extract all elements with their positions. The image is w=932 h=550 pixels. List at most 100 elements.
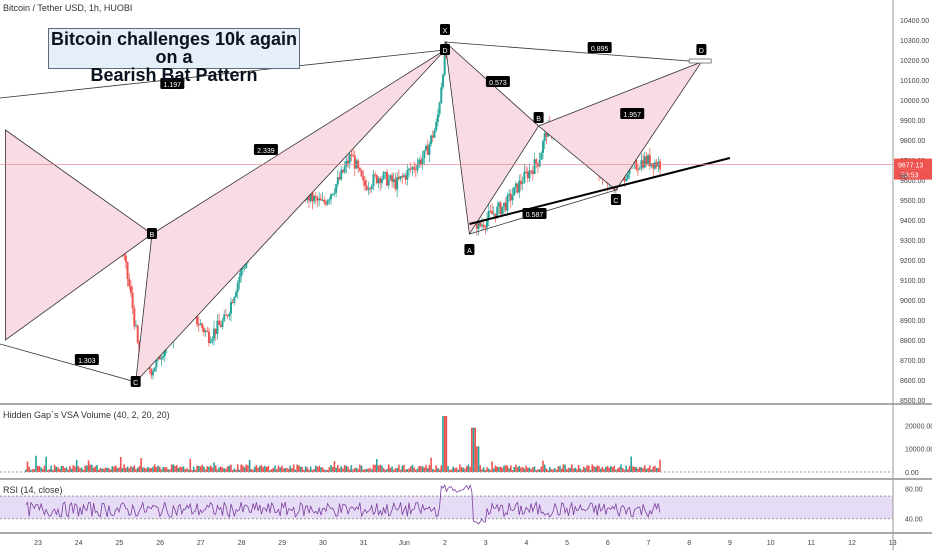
- candle-body: [341, 169, 344, 173]
- candle-body: [321, 199, 324, 201]
- volume-bar: [571, 464, 573, 472]
- volume-bar: [433, 469, 436, 472]
- volume-bar: [41, 469, 44, 472]
- volume-bar: [470, 427, 473, 472]
- support-trend-line: [469, 157, 731, 225]
- ratio-badge: [522, 208, 547, 219]
- volume-bar: [211, 467, 214, 472]
- volume-bar: [462, 467, 465, 472]
- volume-bar: [48, 469, 51, 472]
- candle-body: [382, 172, 385, 180]
- volume-bar: [364, 469, 366, 472]
- candle-body: [245, 261, 248, 268]
- candle-body: [487, 210, 490, 219]
- candle-body: [201, 323, 204, 328]
- volume-bar: [543, 464, 546, 472]
- volume-bar: [347, 466, 349, 472]
- volume-bar: [387, 464, 390, 472]
- volume-bar: [69, 465, 71, 472]
- volume-bar: [606, 465, 609, 472]
- candle-body: [396, 176, 399, 190]
- candle-body: [160, 357, 163, 360]
- volume-bar: [389, 467, 392, 472]
- volume-bar: [101, 468, 103, 472]
- candle-body: [209, 341, 212, 343]
- volume-bar: [542, 460, 544, 472]
- time-tick-label: 29: [278, 540, 286, 547]
- volume-bar: [208, 466, 210, 472]
- volume-bar: [425, 465, 427, 472]
- volume-tick-label: 10000.00: [905, 447, 932, 454]
- volume-bar: [533, 466, 536, 472]
- volume-bar: [481, 469, 483, 472]
- candle-body: [482, 224, 485, 228]
- volume-bar: [630, 456, 633, 472]
- volume-bar: [296, 464, 298, 472]
- candle-body: [542, 141, 545, 153]
- volume-bar: [494, 465, 497, 472]
- volume-bar: [162, 467, 164, 472]
- volume-bar: [121, 468, 124, 472]
- candle-body: [530, 170, 533, 172]
- volume-bar: [659, 459, 661, 472]
- pattern-triangle: [5, 129, 153, 341]
- volume-bar: [545, 468, 548, 472]
- candle-body: [545, 133, 548, 137]
- price-tick-label: 9900.00: [900, 118, 925, 125]
- candle-body: [440, 87, 443, 104]
- candle-body: [319, 198, 322, 201]
- candle-body: [441, 75, 444, 88]
- volume-bar: [604, 466, 607, 472]
- volume-bar: [187, 469, 190, 472]
- volume-bar: [340, 466, 343, 472]
- ratio-label: 1.303: [78, 358, 96, 365]
- pattern-point-label: B: [150, 232, 155, 239]
- volume-bar: [430, 457, 432, 472]
- pattern-point-badge: [440, 44, 450, 55]
- candle-body: [221, 320, 224, 327]
- volume-bar: [418, 465, 421, 472]
- volume-bar: [555, 469, 558, 472]
- volume-bar: [72, 465, 75, 472]
- ratio-label: 2.339: [257, 148, 275, 155]
- candle-body: [496, 206, 499, 218]
- volume-bar: [552, 469, 554, 472]
- time-tick-label: 6: [606, 540, 610, 547]
- candle-body: [241, 267, 244, 269]
- volume-bar: [343, 465, 346, 472]
- ratio-badge: [160, 78, 185, 89]
- candle-body: [435, 122, 438, 131]
- volume-bar: [443, 416, 446, 472]
- candle-body: [348, 154, 351, 164]
- candle-body: [363, 180, 366, 186]
- volume-bar: [503, 465, 505, 472]
- volume-bar: [99, 467, 102, 472]
- candle-body: [511, 195, 514, 201]
- volume-bar: [379, 464, 382, 472]
- volume-bar: [145, 468, 147, 472]
- candle-body: [535, 159, 538, 164]
- time-tick-label: 31: [360, 540, 368, 547]
- time-tick-label: 11: [808, 540, 815, 547]
- time-tick-label: 23: [34, 540, 42, 547]
- volume-bar: [24, 469, 27, 472]
- volume-bar: [445, 416, 448, 472]
- volume-bar: [157, 465, 159, 472]
- price-tick-label: 9000.00: [900, 298, 925, 305]
- volume-bar: [35, 455, 37, 472]
- volume-bar: [80, 467, 83, 472]
- volume-bar: [450, 469, 453, 472]
- time-tick-label: 7: [647, 540, 651, 547]
- rsi-tick-label: 40.00: [905, 517, 923, 524]
- candle-body: [626, 174, 629, 179]
- volume-bar: [169, 469, 171, 472]
- candle-body: [416, 164, 419, 171]
- volume-bar: [489, 469, 492, 472]
- volume-bar: [501, 467, 504, 472]
- volume-bar: [474, 427, 476, 472]
- pattern-point-badge: [696, 44, 707, 55]
- volume-bar: [196, 465, 198, 472]
- volume-bar: [87, 460, 90, 472]
- rsi-tick-label: 80.00: [905, 487, 923, 494]
- candle-body: [219, 325, 222, 327]
